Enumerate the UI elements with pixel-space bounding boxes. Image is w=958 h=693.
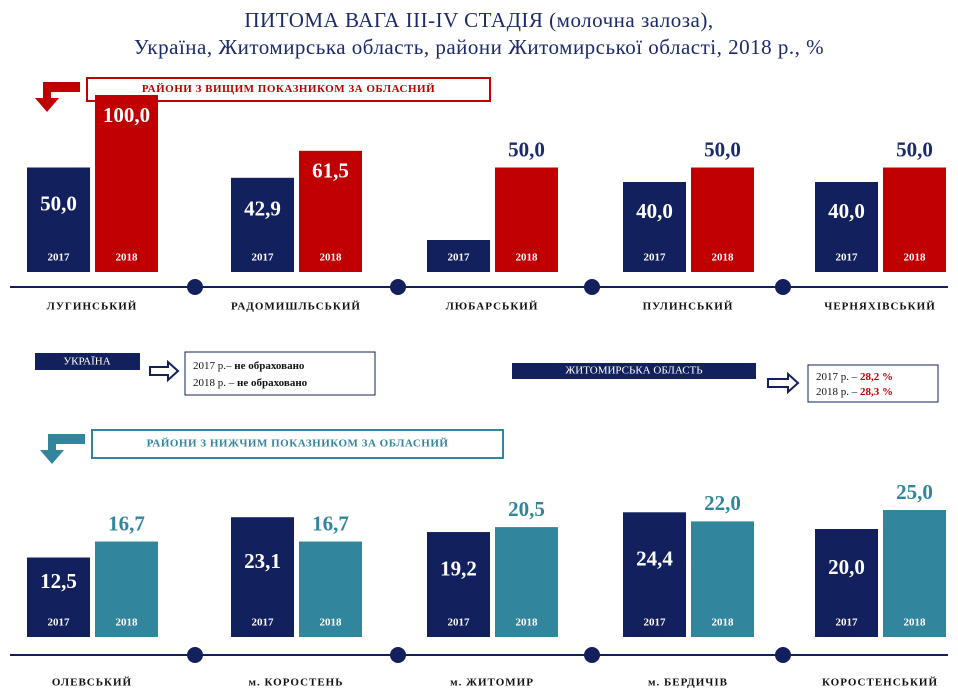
district-name: ПУЛИНСЬКИЙ (643, 301, 734, 313)
year-label: 2017 (252, 617, 275, 629)
ukraine-row: 2017 р.– не обраховано (193, 360, 305, 372)
value-label: 50,0 (508, 137, 545, 161)
arrow (149, 359, 180, 383)
axis-dot (775, 279, 791, 295)
value-label: 23,1 (244, 549, 281, 573)
year-label: 2017 (644, 617, 667, 629)
arrow (767, 371, 800, 395)
year-label: 2018 (904, 252, 927, 264)
header-arrow (40, 434, 85, 464)
axis-dot (584, 279, 600, 295)
panel-header-box (91, 429, 504, 459)
value-label: 50,0 (704, 137, 741, 161)
region-tag (512, 363, 756, 379)
bar (231, 177, 294, 272)
district-name: м. БЕРДИЧІВ (648, 677, 728, 689)
year-label: 2017 (252, 252, 275, 264)
year-label: 2018 (712, 252, 735, 264)
year-label: 2018 (712, 617, 735, 629)
region-row: 2017 р. – 28,2 % (816, 371, 893, 383)
year-label: 2018 (320, 617, 343, 629)
value-label: 100,0 (103, 103, 150, 127)
bar (427, 240, 490, 272)
value-label: 25,0 (896, 480, 933, 504)
bar (815, 529, 878, 637)
region-row: 2018 р. – 28,3 % (816, 386, 893, 398)
panel-header: РАЙОНИ З ВИЩИМ ПОКАЗНИКОМ ЗА ОБЛАСНИЙ (142, 83, 435, 95)
district-name: РАДОМИШЛЬСЬКИЙ (231, 301, 361, 313)
bar (299, 150, 362, 272)
value-label: 16,7 (108, 511, 145, 535)
bar (691, 521, 754, 637)
value-label: 19,2 (440, 556, 477, 580)
value-label: 20,5 (508, 497, 545, 521)
bar (623, 512, 686, 637)
bar (427, 532, 490, 637)
axis-dot (775, 647, 791, 663)
year-label: 2018 (516, 252, 539, 264)
axis-dot (187, 279, 203, 295)
year-label: 2017 (448, 252, 471, 264)
year-label: 2017 (48, 617, 71, 629)
district-name: КОРОСТЕНСЬКИЙ (822, 677, 938, 689)
value-label: 50,0 (896, 137, 933, 161)
year-label: 2017 (644, 252, 667, 264)
value-label: 12,5 (40, 569, 77, 593)
bar (495, 167, 558, 272)
year-label: 2017 (836, 617, 859, 629)
year-label: 2017 (48, 252, 71, 264)
axis-dot (584, 647, 600, 663)
bar (27, 167, 90, 272)
value-label: 24,4 (636, 546, 673, 570)
year-label: 2018 (320, 252, 343, 264)
district-name: ЛУГИНСЬКИЙ (47, 301, 138, 313)
value-label: 40,0 (828, 199, 865, 223)
header-arrow (35, 82, 80, 112)
value-label: 16,7 (312, 511, 349, 535)
value-label: 50,0 (40, 192, 77, 216)
title-line: Україна, Житомирська область, райони Жит… (134, 35, 824, 59)
bar (95, 95, 158, 272)
value-label: 42,9 (244, 197, 281, 221)
axis-dot (390, 647, 406, 663)
bar (231, 517, 294, 637)
district-name: ЧЕРНЯХІВСЬКИЙ (824, 301, 936, 313)
year-label: 2017 (836, 252, 859, 264)
district-name: м. КОРОСТЕНЬ (248, 677, 343, 689)
bar (623, 182, 686, 272)
year-label: 2017 (448, 617, 471, 629)
bar (27, 557, 90, 637)
panel-header: РАЙОНИ З НИЖЧИМ ПОКАЗНИКОМ ЗА ОБЛАСНИЙ (147, 438, 449, 450)
ukraine-box (184, 351, 376, 396)
value-label: 20,0 (828, 555, 865, 579)
bar (883, 167, 946, 272)
year-label: 2018 (516, 617, 539, 629)
bar (815, 182, 878, 272)
axis-dot (187, 647, 203, 663)
axis-dot (390, 279, 406, 295)
bar (299, 541, 362, 637)
region-box (807, 364, 939, 403)
bar (495, 527, 558, 637)
panel-header-box (86, 77, 491, 102)
ukraine-tag (35, 353, 140, 370)
region-label: ЖИТОМИРСЬКА ОБЛАСТЬ (565, 365, 702, 377)
year-label: 2018 (116, 252, 139, 264)
district-name: ОЛЕВСЬКИЙ (52, 677, 132, 689)
ukraine-label: УКРАЇНА (63, 356, 110, 368)
ukraine-row: 2018 р. – не обраховано (193, 377, 308, 389)
bar (883, 510, 946, 637)
value-label: 40,0 (636, 199, 673, 223)
year-label: 2018 (116, 617, 139, 629)
district-name: ЛЮБАРСЬКИЙ (446, 301, 539, 313)
value-label: 61,5 (312, 159, 349, 183)
bar (95, 541, 158, 637)
title-line: ПИТОМА ВАГА III-IV СТАДІЯ (молочна залоз… (244, 8, 713, 32)
district-name: м. ЖИТОМИР (450, 677, 534, 689)
value-label: 22,0 (704, 491, 741, 515)
bar (691, 167, 754, 272)
year-label: 2018 (904, 617, 927, 629)
